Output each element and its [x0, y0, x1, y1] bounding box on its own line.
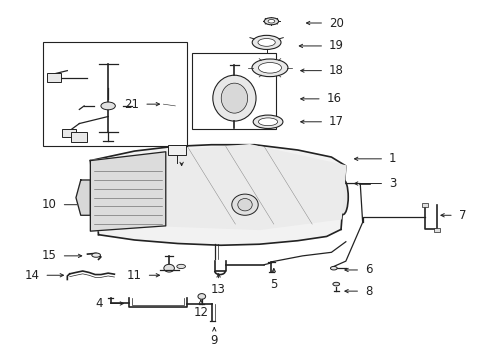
Bar [71, 132, 87, 142]
Bar [62, 129, 76, 137]
Ellipse shape [252, 59, 288, 77]
Polygon shape [166, 145, 346, 229]
Text: 1: 1 [389, 152, 396, 165]
Ellipse shape [258, 118, 278, 126]
Ellipse shape [213, 75, 256, 121]
Text: 4: 4 [96, 297, 103, 310]
Polygon shape [90, 145, 346, 245]
Text: 2: 2 [178, 145, 185, 158]
Text: 18: 18 [329, 64, 344, 77]
Text: 20: 20 [329, 17, 344, 30]
Text: 17: 17 [329, 115, 344, 128]
Bar [192, 53, 276, 129]
Ellipse shape [92, 253, 100, 257]
Text: 12: 12 [194, 306, 208, 319]
Text: 21: 21 [124, 98, 139, 111]
Ellipse shape [232, 194, 258, 215]
Ellipse shape [88, 177, 100, 217]
Text: 14: 14 [24, 269, 40, 282]
Ellipse shape [252, 35, 281, 49]
Bar [434, 228, 440, 231]
Ellipse shape [268, 19, 275, 23]
Ellipse shape [264, 18, 279, 25]
Text: 16: 16 [327, 93, 342, 105]
Text: 8: 8 [365, 285, 372, 298]
Bar [422, 203, 428, 207]
Bar [43, 42, 187, 147]
Text: 3: 3 [389, 177, 396, 190]
Ellipse shape [221, 83, 247, 113]
Ellipse shape [258, 63, 281, 73]
Text: 9: 9 [211, 334, 218, 347]
Text: 10: 10 [42, 198, 57, 211]
Ellipse shape [330, 266, 337, 270]
Ellipse shape [101, 102, 115, 110]
Polygon shape [76, 180, 90, 215]
Text: 5: 5 [270, 278, 277, 291]
Text: 11: 11 [127, 269, 142, 282]
Ellipse shape [238, 198, 252, 211]
Text: 6: 6 [365, 264, 372, 276]
Text: 15: 15 [42, 249, 57, 262]
Bar [168, 145, 186, 155]
Text: 19: 19 [329, 40, 344, 53]
Text: 13: 13 [211, 283, 226, 296]
Ellipse shape [338, 179, 348, 215]
Text: 7: 7 [459, 209, 466, 222]
Ellipse shape [177, 264, 185, 269]
Ellipse shape [253, 115, 283, 129]
Bar [47, 73, 61, 82]
Ellipse shape [258, 39, 275, 46]
Ellipse shape [164, 264, 174, 272]
Polygon shape [90, 152, 166, 231]
Ellipse shape [198, 294, 206, 299]
Ellipse shape [333, 282, 340, 286]
